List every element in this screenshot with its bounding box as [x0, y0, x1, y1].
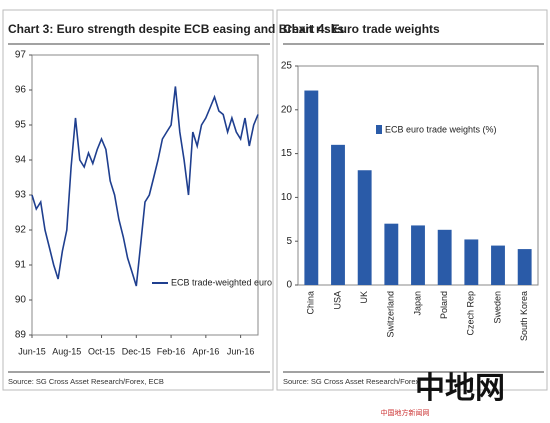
legend-label: ECB euro trade weights (%): [385, 124, 497, 134]
bar: [437, 229, 452, 285]
x-tick-label: South Korea: [519, 291, 529, 341]
panel-left: [2, 9, 274, 391]
y-tick-label: 95: [15, 120, 27, 131]
y-tick-label: 0: [286, 280, 292, 291]
panel-right: [276, 9, 548, 391]
x-tick-label: Japan: [412, 291, 422, 316]
bar: [411, 225, 425, 285]
y-tick-label: 15: [281, 148, 293, 159]
bar: [384, 223, 399, 285]
x-tick-label: Switzerland: [386, 291, 396, 338]
bar: [357, 170, 372, 285]
x-tick-label: Dec-15: [122, 346, 151, 356]
source: Source: SG Cross Asset Research/Forex, E…: [8, 377, 164, 386]
bar: [491, 245, 505, 285]
y-tick-label: 25: [281, 61, 293, 72]
bar: [304, 90, 319, 285]
x-tick-label: Jun-16: [227, 346, 255, 356]
bar: [331, 144, 345, 285]
x-tick-label: China: [306, 291, 316, 315]
x-tick-label: Jun-15: [18, 346, 46, 356]
x-tick-label: Feb-16: [157, 346, 186, 356]
x-tick-label: Sweden: [492, 291, 502, 324]
watermark-caption: 中国地方新闻网: [381, 408, 430, 417]
x-tick-label: Poland: [439, 291, 449, 319]
plot-area: [31, 54, 259, 336]
watermark-logo: 中地网: [415, 372, 505, 405]
x-tick-label: Apr-16: [192, 346, 219, 356]
bar: [464, 239, 479, 285]
y-tick-label: 94: [15, 155, 27, 166]
y-tick-label: 20: [281, 104, 293, 115]
line: [31, 86, 259, 287]
y-tick-label: 90: [15, 295, 27, 306]
legend-label: ECB trade-weighted euro: [171, 277, 272, 287]
x-tick-label: Oct-15: [88, 346, 115, 356]
chart-title: Chart 4: Euro trade weights: [283, 22, 440, 36]
y-tick-label: 92: [15, 225, 27, 236]
y-tick-label: 5: [286, 236, 292, 247]
y-tick-label: 10: [281, 192, 293, 203]
y-tick-label: 93: [15, 190, 27, 201]
x-tick-label: USA: [332, 291, 342, 310]
x-tick-label: UK: [359, 291, 369, 304]
y-tick-label: 91: [15, 260, 27, 271]
source: Source: SG Cross Asset Research/Forex: [283, 377, 420, 386]
y-tick-label: 97: [15, 50, 27, 61]
x-tick-label: Czech Rep: [466, 291, 476, 336]
chart-title: Chart 3: Euro strength despite ECB easin…: [8, 22, 344, 36]
y-tick-label: 96: [15, 85, 27, 96]
legend-swatch: [376, 125, 382, 134]
bar: [517, 249, 532, 285]
y-tick-label: 89: [15, 330, 27, 341]
x-tick-label: Aug-15: [52, 346, 81, 356]
